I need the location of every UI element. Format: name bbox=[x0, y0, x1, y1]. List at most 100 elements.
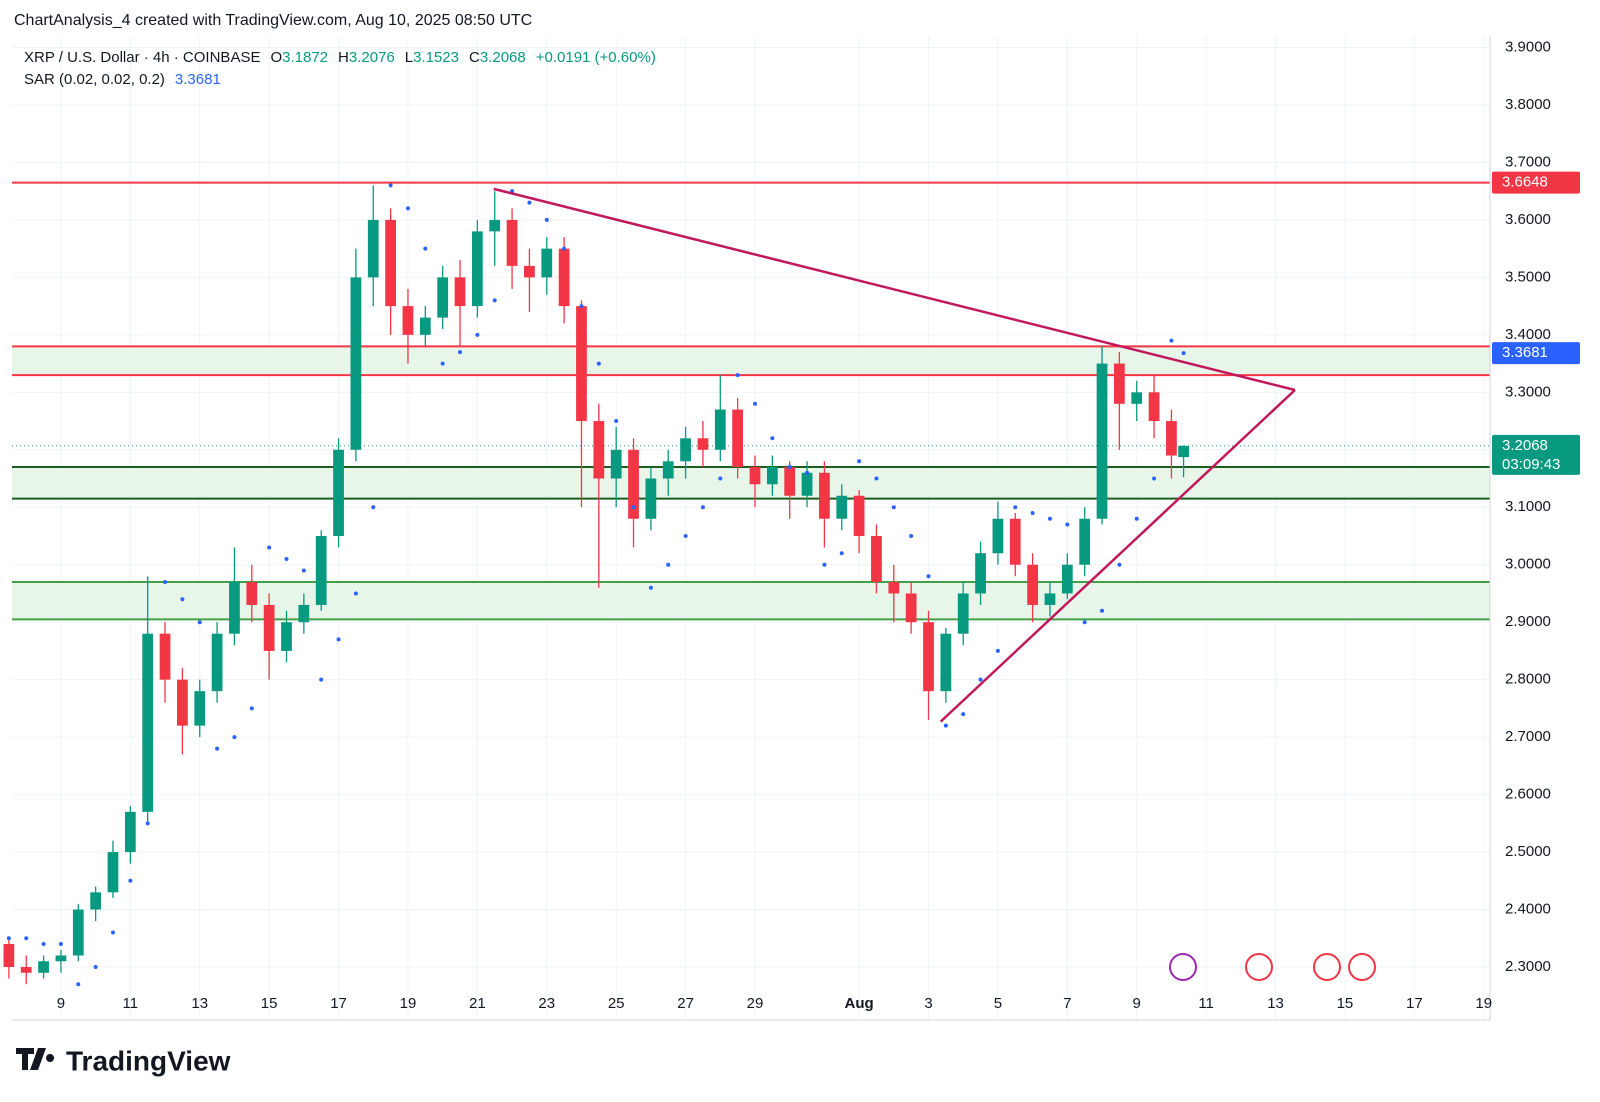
candle-body bbox=[714, 409, 726, 450]
sar-dot bbox=[458, 350, 463, 355]
legend-label: L bbox=[405, 49, 413, 66]
candle-body bbox=[1131, 392, 1143, 404]
candle-body bbox=[1113, 363, 1125, 404]
candle-body bbox=[1148, 392, 1160, 422]
candle-body bbox=[992, 518, 1004, 554]
candle-body bbox=[419, 317, 431, 335]
indicator-value: 3.3681 bbox=[175, 71, 221, 88]
candle-body bbox=[1061, 564, 1073, 594]
sar-dot bbox=[943, 723, 948, 728]
candle-body bbox=[576, 306, 587, 422]
sar-dot bbox=[1152, 476, 1157, 481]
sar-dot bbox=[874, 476, 879, 481]
x-tick-label: 9 bbox=[1133, 995, 1141, 1012]
indicator-price-label-bg bbox=[1492, 342, 1580, 365]
candle-body bbox=[957, 593, 969, 634]
candle-body bbox=[940, 633, 952, 692]
sar-dot bbox=[822, 562, 827, 567]
x-tick-label: 13 bbox=[1267, 995, 1284, 1012]
y-tick-label: 3.5000 bbox=[1505, 268, 1551, 285]
candle-body bbox=[107, 852, 119, 893]
legend-ohlc: XRP / U.S. Dollar · 4h · COINBASE O3.1872… bbox=[24, 49, 656, 66]
sar-dot bbox=[891, 505, 896, 510]
y-tick-label: 2.7000 bbox=[1505, 728, 1551, 745]
zone bbox=[12, 346, 1490, 376]
candle-body bbox=[558, 248, 570, 307]
sar-dot bbox=[770, 436, 775, 441]
x-tick-label: 5 bbox=[994, 995, 1002, 1012]
countdown: 03:09:43 bbox=[1502, 456, 1560, 473]
event-icons bbox=[1169, 953, 1376, 981]
candle-body bbox=[55, 955, 67, 962]
candle-body bbox=[177, 679, 188, 726]
y-tick-label: 3.0000 bbox=[1505, 556, 1551, 573]
x-tick-label: 29 bbox=[747, 995, 764, 1012]
candle-body bbox=[801, 472, 813, 496]
candle-body bbox=[853, 495, 865, 536]
event-icon bbox=[1169, 953, 1197, 981]
candle-body bbox=[333, 449, 344, 536]
sar-dot bbox=[145, 821, 150, 826]
candle-body bbox=[871, 535, 882, 582]
legend-low: 3.1523 bbox=[413, 49, 459, 66]
candle-body bbox=[402, 306, 414, 335]
sar-dot bbox=[371, 505, 376, 510]
x-tick-label: 19 bbox=[400, 995, 417, 1012]
sar-dot bbox=[596, 361, 601, 366]
sar-dot bbox=[839, 551, 844, 556]
x-tick-label: 25 bbox=[608, 995, 625, 1012]
sar-dot bbox=[1082, 620, 1087, 625]
sar-dot bbox=[1047, 516, 1052, 521]
legend-indicator: SAR (0.02, 0.02, 0.2) 3.3681 bbox=[24, 71, 221, 88]
x-tick-label: 17 bbox=[1406, 995, 1423, 1012]
candle-body bbox=[1009, 518, 1021, 565]
x-tick-label: 15 bbox=[1337, 995, 1354, 1012]
sar-dot bbox=[492, 298, 497, 303]
sar-dot bbox=[319, 677, 324, 682]
sar-dot bbox=[58, 942, 63, 947]
indicator-name: SAR (0.02, 0.02, 0.2) bbox=[24, 71, 165, 88]
y-tick-label: 2.6000 bbox=[1505, 786, 1551, 803]
candle-body bbox=[489, 219, 501, 232]
sar-dot bbox=[857, 459, 862, 464]
sar-dot bbox=[1169, 338, 1174, 343]
sar-dot bbox=[388, 183, 393, 188]
y-tick-label: 2.8000 bbox=[1505, 671, 1551, 688]
y-tick-label: 2.5000 bbox=[1505, 843, 1551, 860]
candle-body bbox=[645, 478, 657, 519]
sar-dot bbox=[1013, 505, 1018, 510]
legend-high: 3.2076 bbox=[349, 49, 395, 66]
sar-dot bbox=[1100, 608, 1105, 613]
candle-body bbox=[888, 581, 900, 594]
sar-dot bbox=[527, 200, 532, 205]
header: ChartAnalysis_4 created with TradingView… bbox=[14, 12, 532, 29]
sar-dot bbox=[41, 942, 46, 947]
candle-body bbox=[1166, 421, 1177, 456]
sar-dot bbox=[249, 706, 254, 711]
sar-dot bbox=[909, 533, 914, 538]
candle-body bbox=[437, 277, 449, 318]
x-tick-label: 13 bbox=[191, 995, 208, 1012]
candle-body bbox=[385, 219, 396, 307]
sar-dot bbox=[110, 930, 115, 935]
candle-body bbox=[38, 961, 49, 973]
sar-dot bbox=[995, 648, 1000, 653]
sar-dot bbox=[752, 401, 757, 406]
level-price-label: 3.6648 bbox=[1502, 174, 1548, 191]
sar-dot bbox=[215, 746, 220, 751]
candle-body bbox=[524, 265, 535, 278]
x-tick-label: 27 bbox=[677, 995, 694, 1012]
y-tick-label: 3.4000 bbox=[1505, 326, 1551, 343]
sar-dot bbox=[544, 217, 549, 222]
candle-body bbox=[697, 438, 709, 450]
grid bbox=[12, 36, 1490, 1020]
candle-body bbox=[367, 219, 379, 278]
sar-dot bbox=[93, 965, 98, 970]
sar-dot bbox=[683, 533, 688, 538]
sar-dot bbox=[353, 591, 358, 596]
x-tick-label: 19 bbox=[1475, 995, 1492, 1012]
plot-area bbox=[3, 181, 1490, 987]
sar-dot bbox=[631, 505, 636, 510]
sar-dot bbox=[6, 936, 11, 941]
candle-body bbox=[905, 593, 917, 623]
